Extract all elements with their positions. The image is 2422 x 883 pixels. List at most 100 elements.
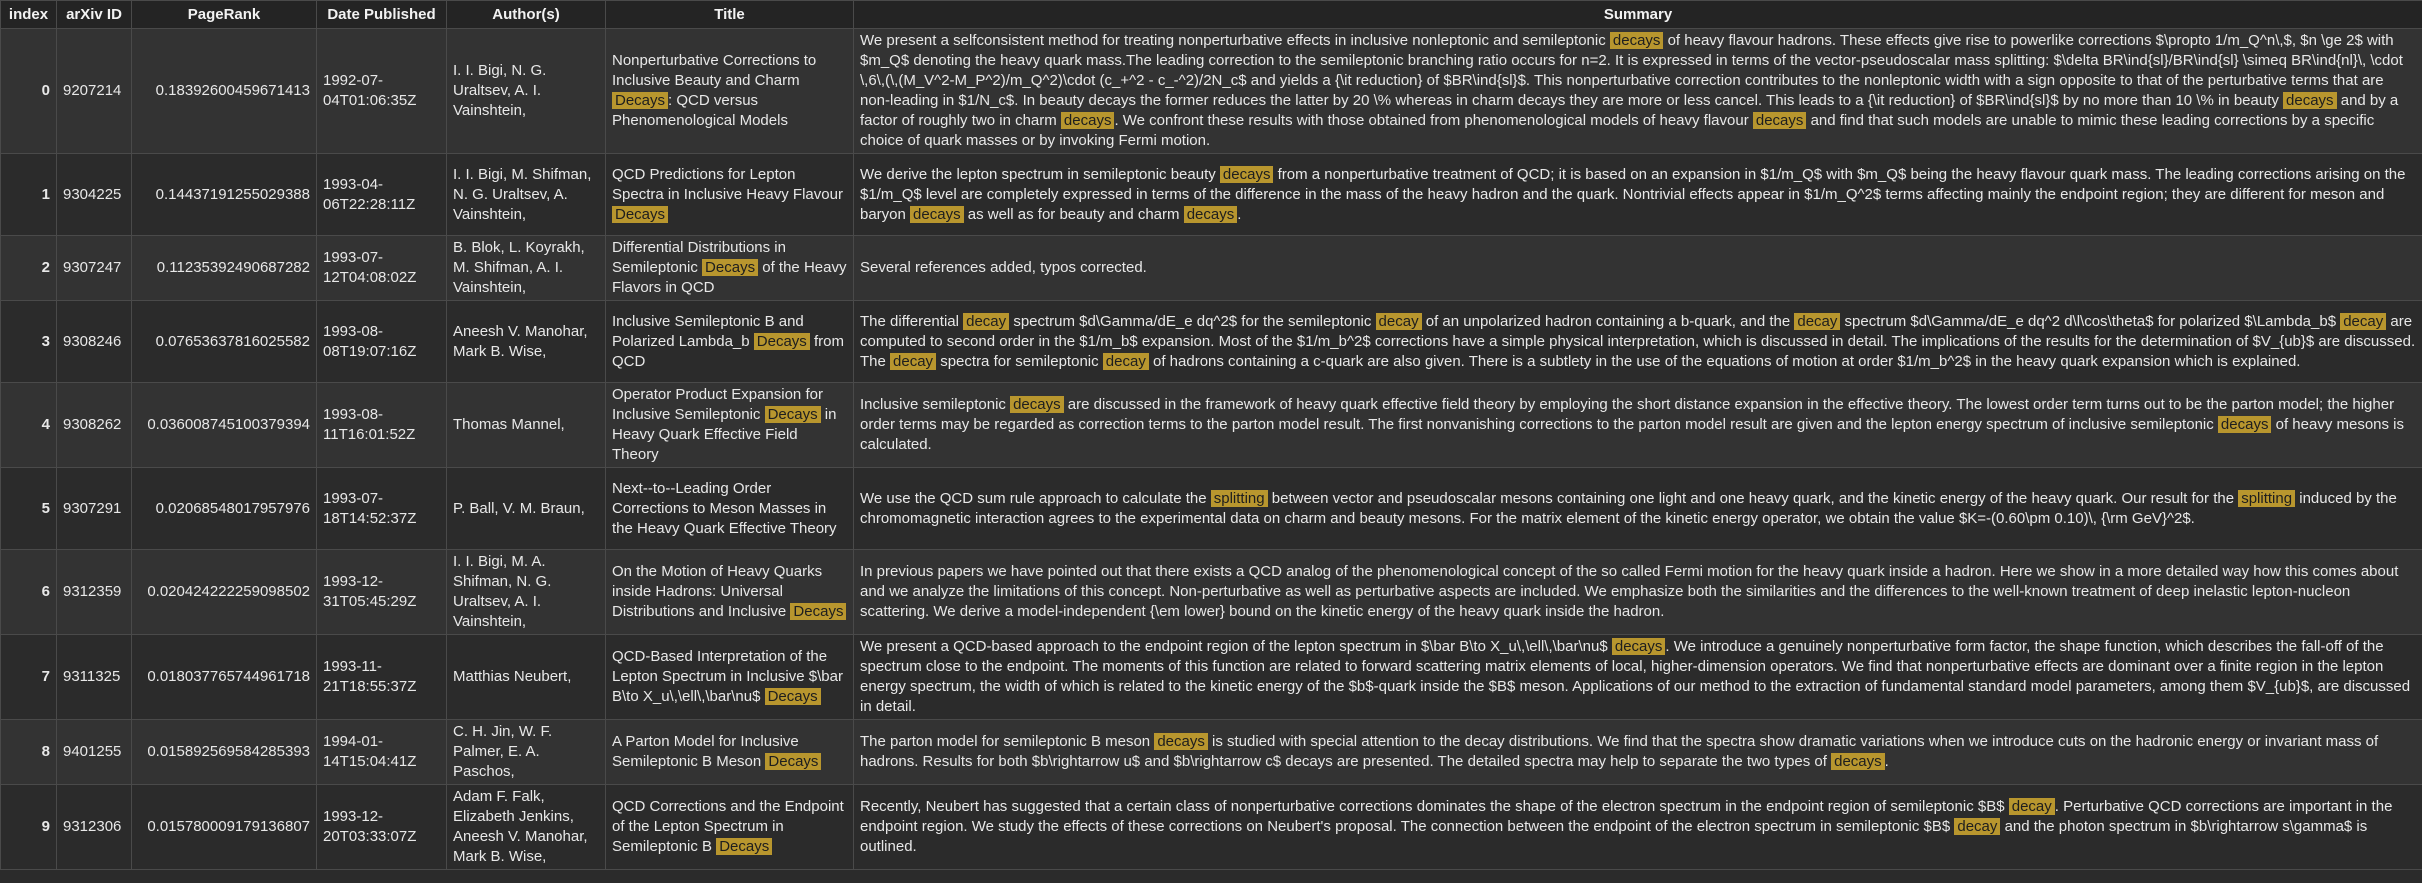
pagerank-cell: 0.015892569584285393	[131, 719, 317, 785]
search-highlight: decays	[1219, 165, 1274, 183]
column-header-date-published[interactable]: Date Published	[316, 0, 447, 29]
authors-cell: Aneesh V. Manohar, Mark B. Wise,	[446, 300, 606, 383]
index-cell: 9	[0, 784, 57, 870]
index-cell: 8	[0, 719, 57, 785]
search-highlight: decay	[1954, 818, 2001, 835]
column-header-index[interactable]: index	[0, 0, 57, 29]
arxiv-id-cell: 9307291	[56, 467, 132, 550]
pagerank-cell: 0.018037765744961718	[131, 634, 317, 720]
arxiv-id-cell: 9207214	[56, 28, 132, 154]
title-cell: Nonperturbative Corrections to Inclusive…	[605, 28, 854, 154]
arxiv-id-cell: 9308262	[56, 382, 132, 468]
table-row: 4 9308262 0.036008745100379394 1993-08-1…	[0, 382, 2422, 468]
table-row: 8 9401255 0.015892569584285393 1994-01-1…	[0, 719, 2422, 785]
table-row: 2 9307247 0.11235392490687282 1993-07-12…	[0, 235, 2422, 301]
title-cell: Inclusive Semileptonic B and Polarized L…	[605, 300, 854, 383]
search-highlight: decay	[963, 312, 1010, 330]
title-cell: QCD-Based Interpretation of the Lepton S…	[605, 634, 854, 720]
search-highlight: Decays	[764, 688, 821, 705]
search-highlight: Decays	[702, 259, 759, 276]
pagerank-cell: 0.18392600459671413	[131, 28, 317, 154]
search-highlight: decay	[1375, 312, 1422, 330]
summary-cell: We derive the lepton spectrum in semilep…	[853, 153, 2422, 236]
search-highlight: decays	[1609, 32, 1664, 49]
search-highlight: decays	[1154, 733, 1208, 750]
search-highlight: Decays	[612, 205, 669, 223]
column-header-title[interactable]: Title	[605, 0, 854, 29]
pagerank-cell: 0.02068548017957976	[131, 467, 317, 550]
table-row: 9 9312306 0.015780009179136807 1993-12-2…	[0, 784, 2422, 870]
header-row: index arXiv ID PageRank Date Published A…	[0, 0, 2422, 29]
arxiv-id-cell: 9308246	[56, 300, 132, 383]
title-cell: Operator Product Expansion for Inclusive…	[605, 382, 854, 468]
table-row: 6 9312359 0.020424222259098502 1993-12-3…	[0, 549, 2422, 635]
authors-cell: I. I. Bigi, M. A. Shifman, N. G. Uraltse…	[446, 549, 606, 635]
pagerank-cell: 0.11235392490687282	[131, 235, 317, 301]
authors-cell: I. I. Bigi, M. Shifman, N. G. Uraltsev, …	[446, 153, 606, 236]
arxiv-id-cell: 9312306	[56, 784, 132, 870]
search-highlight: decay	[2340, 312, 2387, 330]
search-highlight: decays	[2283, 92, 2337, 109]
arxiv-id-cell: 9307247	[56, 235, 132, 301]
search-highlight: decay	[1102, 352, 1149, 370]
column-header-summary[interactable]: Summary	[853, 0, 2422, 29]
authors-cell: B. Blok, L. Koyrakh, M. Shifman, A. I. V…	[446, 235, 606, 301]
column-header-pagerank[interactable]: PageRank	[131, 0, 317, 29]
search-highlight: splitting	[2238, 489, 2296, 507]
summary-cell: We use the QCD sum rule approach to calc…	[853, 467, 2422, 550]
title-cell: On the Motion of Heavy Quarks inside Had…	[605, 549, 854, 635]
arxiv-id-cell: 9312359	[56, 549, 132, 635]
pagerank-cell: 0.020424222259098502	[131, 549, 317, 635]
search-highlight: Decays	[612, 92, 669, 109]
index-cell: 1	[0, 153, 57, 236]
search-highlight: Decays	[764, 406, 821, 423]
index-cell: 7	[0, 634, 57, 720]
arxiv-id-cell: 9311325	[56, 634, 132, 720]
date-cell: 1993-11-21T18:55:37Z	[316, 634, 447, 720]
summary-cell: The differential decay spectrum $d\Gamma…	[853, 300, 2422, 383]
pagerank-cell: 0.14437191255029388	[131, 153, 317, 236]
column-header-authors[interactable]: Author(s)	[446, 0, 606, 29]
authors-cell: Adam F. Falk, Elizabeth Jenkins, Aneesh …	[446, 784, 606, 870]
date-cell: 1994-01-14T15:04:41Z	[316, 719, 447, 785]
date-cell: 1993-12-20T03:33:07Z	[316, 784, 447, 870]
search-highlight: splitting	[1210, 489, 1268, 507]
summary-cell: We present a selfconsistent method for t…	[853, 28, 2422, 154]
arxiv-id-cell: 9304225	[56, 153, 132, 236]
table-row: 3 9308246 0.07653637816025582 1993-08-08…	[0, 300, 2422, 383]
index-cell: 3	[0, 300, 57, 383]
date-cell: 1992-07-04T01:06:35Z	[316, 28, 447, 154]
title-cell: QCD Corrections and the Endpoint of the …	[605, 784, 854, 870]
title-cell: Differential Distributions in Semilepton…	[605, 235, 854, 301]
authors-cell: Thomas Mannel,	[446, 382, 606, 468]
search-highlight: decay	[1794, 312, 1841, 330]
summary-cell: Several references added, typos correcte…	[853, 235, 2422, 301]
index-cell: 4	[0, 382, 57, 468]
date-cell: 1993-08-11T16:01:52Z	[316, 382, 447, 468]
search-highlight: decays	[1831, 753, 1885, 770]
table-row: 7 9311325 0.018037765744961718 1993-11-2…	[0, 634, 2422, 720]
summary-cell: Inclusive semileptonic decays are discus…	[853, 382, 2422, 468]
search-highlight: decays	[2217, 416, 2272, 433]
table-row: 5 9307291 0.02068548017957976 1993-07-18…	[0, 467, 2422, 550]
summary-cell: Recently, Neubert has suggested that a c…	[853, 784, 2422, 870]
date-cell: 1993-12-31T05:45:29Z	[316, 549, 447, 635]
search-highlight: decays	[1611, 638, 1666, 655]
title-cell: QCD Predictions for Lepton Spectra in In…	[605, 153, 854, 236]
pagerank-cell: 0.07653637816025582	[131, 300, 317, 383]
index-cell: 6	[0, 549, 57, 635]
date-cell: 1993-07-12T04:08:02Z	[316, 235, 447, 301]
date-cell: 1993-08-08T19:07:16Z	[316, 300, 447, 383]
search-highlight: decays	[1010, 396, 1064, 413]
search-highlight: decays	[1183, 205, 1238, 223]
arxiv-id-cell: 9401255	[56, 719, 132, 785]
index-cell: 0	[0, 28, 57, 154]
search-highlight: Decays	[790, 603, 847, 620]
title-cell: A Parton Model for Inclusive Semileptoni…	[605, 719, 854, 785]
search-highlight: decays	[1752, 112, 1807, 129]
column-header-arxiv-id[interactable]: arXiv ID	[56, 0, 132, 29]
date-cell: 1993-04-06T22:28:11Z	[316, 153, 447, 236]
index-cell: 5	[0, 467, 57, 550]
search-highlight: decay	[2008, 798, 2055, 815]
search-highlight: Decays	[765, 753, 822, 770]
